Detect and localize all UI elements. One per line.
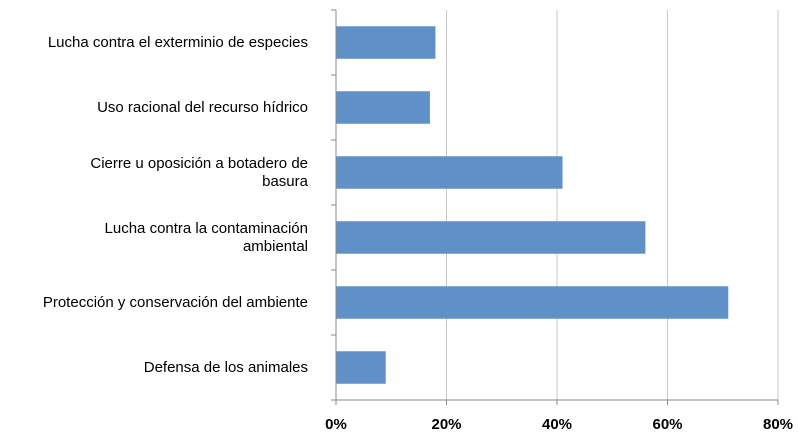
y-tick-label: Protección y conservación del ambiente — [42, 293, 308, 311]
x-tick-label: 20% — [431, 416, 462, 433]
x-tick-label: 40% — [541, 416, 573, 433]
bar — [336, 351, 386, 384]
bar — [336, 286, 729, 319]
x-tick-label: 60% — [652, 416, 683, 433]
y-tick-label: Lucha contra el exterminio de especies — [47, 33, 308, 51]
y-tick-label: Defensa de los animales — [143, 358, 308, 376]
x-tick-label: 80% — [762, 416, 794, 433]
y-tick-label: Uso racional del recurso hídrico — [97, 98, 308, 116]
bar — [336, 156, 563, 189]
bar — [336, 221, 646, 254]
x-tick-label: 0% — [325, 416, 347, 433]
y-tick-label: Cierre u oposición a botadero de basura — [90, 154, 308, 190]
y-tick-label: Lucha contra la contaminación ambiental — [104, 219, 308, 255]
bar — [336, 26, 436, 59]
bar — [336, 91, 430, 124]
